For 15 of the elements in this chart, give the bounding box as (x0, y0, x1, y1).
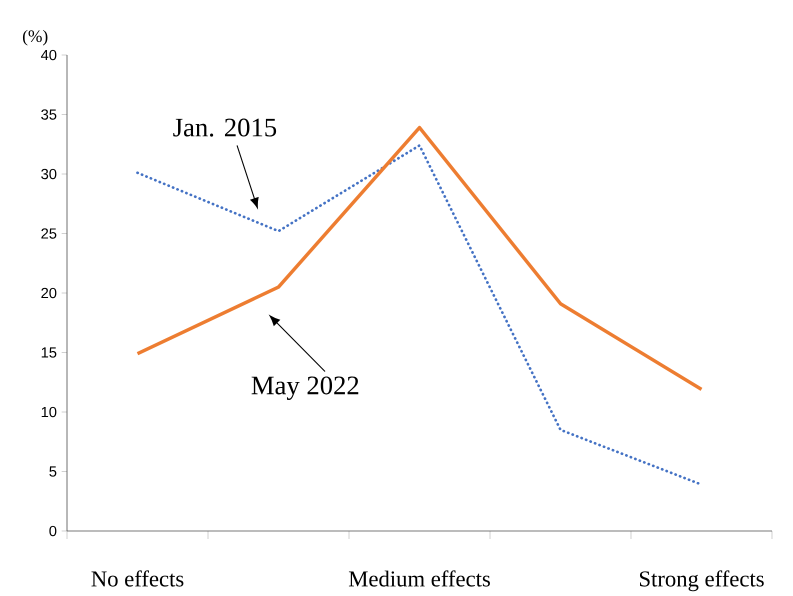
y-tick-label: 20 (41, 288, 56, 298)
y-tick-label: 10 (42, 406, 56, 418)
text: May 2022 (252, 376, 358, 400)
series-label: Jan. 2015 (173, 118, 276, 137)
y-tick-label: 40 (40, 50, 56, 60)
y-tick-label: 5 (49, 466, 56, 477)
x-tick-label: Strong effects (640, 570, 764, 592)
x-tick-label: Medium effects (348, 570, 490, 587)
y-tick-label: 15 (42, 348, 56, 358)
y-axis-title: (%) (22, 30, 48, 46)
y-tick-label: 35 (41, 109, 56, 120)
x-tick-label: No effects (91, 570, 184, 587)
y-tick-label: 30 (41, 168, 56, 180)
y-tick-label: 0 (49, 526, 56, 536)
y-tick-label: 25 (41, 228, 56, 239)
